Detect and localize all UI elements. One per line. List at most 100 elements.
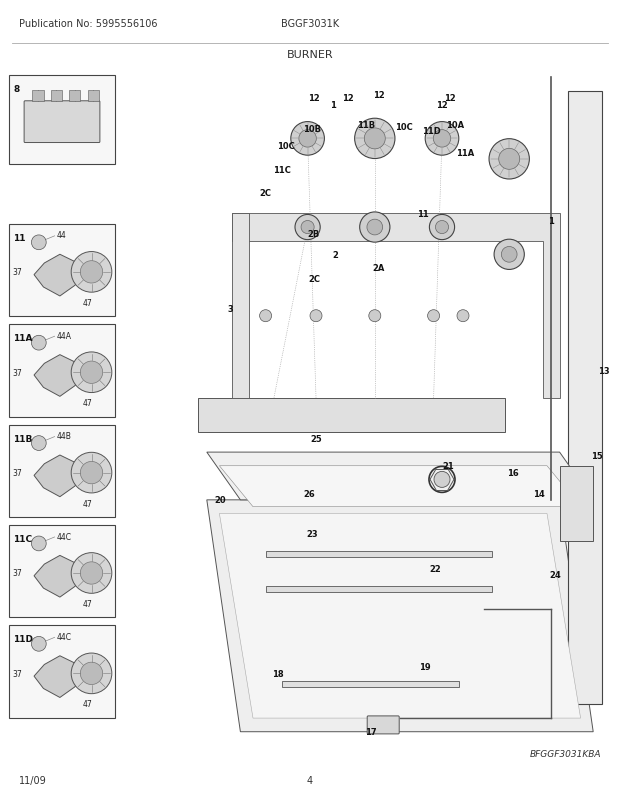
Circle shape [291, 123, 324, 156]
Circle shape [429, 467, 455, 492]
Bar [265, 552, 492, 557]
Polygon shape [207, 452, 593, 500]
Text: 44A: 44A [57, 331, 72, 340]
Bar [265, 585, 492, 592]
Polygon shape [568, 91, 601, 705]
Text: 37: 37 [12, 569, 22, 577]
Circle shape [355, 119, 395, 160]
Text: 12: 12 [373, 91, 385, 99]
Text: 10C: 10C [277, 141, 294, 151]
Text: 16: 16 [508, 468, 520, 477]
Circle shape [367, 220, 383, 236]
Circle shape [360, 213, 390, 243]
Circle shape [71, 553, 112, 593]
Circle shape [299, 131, 316, 148]
Circle shape [430, 215, 454, 241]
Text: 11/09: 11/09 [19, 776, 46, 785]
Text: 11B: 11B [13, 434, 33, 443]
Bar [69, 91, 81, 102]
Polygon shape [232, 214, 560, 398]
Circle shape [498, 149, 520, 170]
Text: 23: 23 [306, 530, 317, 539]
Text: 37: 37 [12, 368, 22, 377]
Text: 26: 26 [304, 489, 316, 498]
Text: 10B: 10B [303, 124, 321, 133]
Circle shape [32, 336, 46, 350]
Text: 12: 12 [308, 94, 320, 103]
Bar [9, 225, 115, 317]
Text: 1: 1 [548, 217, 554, 225]
Text: 12: 12 [445, 94, 456, 103]
Text: 18: 18 [272, 670, 284, 678]
Text: Publication No: 5995556106: Publication No: 5995556106 [19, 19, 157, 29]
Text: 17: 17 [365, 727, 376, 736]
Circle shape [295, 215, 320, 241]
Text: 11C: 11C [13, 534, 32, 543]
Circle shape [301, 221, 314, 234]
Text: 44B: 44B [57, 431, 71, 440]
Bar [9, 626, 115, 718]
Circle shape [502, 247, 517, 263]
Text: 14: 14 [533, 489, 544, 498]
Circle shape [494, 240, 525, 270]
Text: 1: 1 [330, 101, 336, 110]
Circle shape [81, 462, 103, 484]
Text: 10A: 10A [446, 121, 464, 130]
Bar [32, 91, 43, 102]
Circle shape [434, 472, 450, 488]
Bar [9, 76, 115, 164]
Text: 19: 19 [419, 662, 431, 671]
Circle shape [260, 310, 272, 322]
Circle shape [369, 310, 381, 322]
Text: 22: 22 [430, 564, 441, 573]
Bar [282, 681, 459, 687]
Circle shape [425, 123, 459, 156]
Text: 2A: 2A [373, 264, 385, 273]
Text: 21: 21 [443, 462, 454, 471]
Polygon shape [34, 556, 86, 597]
Text: 2C: 2C [308, 274, 320, 283]
Polygon shape [232, 214, 249, 398]
Text: 44C: 44C [57, 632, 72, 641]
Text: 4: 4 [307, 776, 313, 785]
Text: 11: 11 [13, 233, 26, 242]
Text: BGGF3031K: BGGF3031K [281, 19, 339, 29]
Text: 47: 47 [83, 499, 93, 508]
Polygon shape [34, 456, 86, 497]
Text: 11B: 11B [357, 121, 376, 130]
Text: 44C: 44C [57, 532, 72, 541]
Text: 47: 47 [83, 599, 93, 608]
Circle shape [71, 653, 112, 694]
Circle shape [71, 353, 112, 393]
Text: 44: 44 [57, 231, 66, 240]
Circle shape [365, 129, 385, 150]
Polygon shape [219, 466, 580, 507]
Circle shape [489, 140, 529, 180]
Circle shape [81, 261, 103, 284]
Text: 37: 37 [12, 268, 22, 277]
Circle shape [433, 131, 451, 148]
Bar [9, 425, 115, 517]
Text: 11D: 11D [13, 634, 33, 643]
Circle shape [428, 310, 440, 322]
Text: 37: 37 [12, 669, 22, 678]
Text: 11: 11 [417, 209, 429, 219]
Text: 47: 47 [83, 399, 93, 407]
Circle shape [32, 537, 46, 551]
Polygon shape [34, 656, 86, 698]
Polygon shape [34, 355, 86, 397]
Polygon shape [207, 500, 593, 731]
Text: 11A: 11A [13, 334, 33, 342]
Circle shape [310, 310, 322, 322]
Text: BURNER: BURNER [286, 50, 334, 59]
Text: 20: 20 [215, 496, 226, 504]
Text: 11D: 11D [422, 127, 441, 136]
Text: 24: 24 [549, 571, 561, 580]
Circle shape [32, 436, 46, 451]
Circle shape [81, 362, 103, 384]
Polygon shape [34, 255, 86, 297]
Circle shape [81, 662, 103, 685]
Text: 2C: 2C [260, 189, 272, 198]
Circle shape [32, 236, 46, 250]
Text: 25: 25 [310, 435, 322, 444]
